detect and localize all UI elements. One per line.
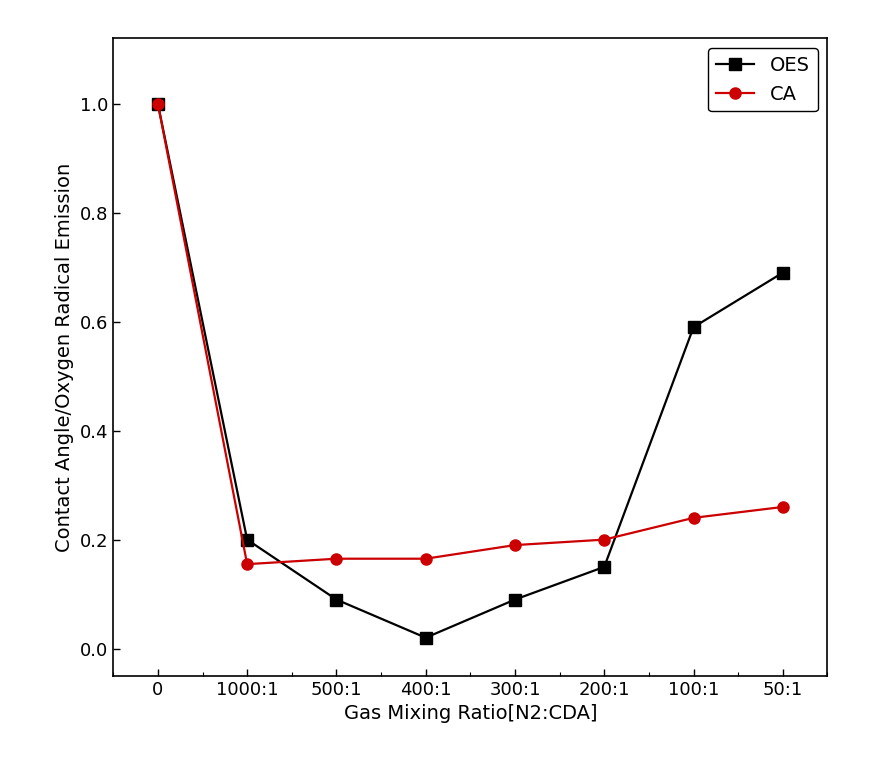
Line: CA: CA	[152, 98, 788, 570]
CA	[421, 554, 431, 563]
Y-axis label: Contact Angle/Oxygen Radical Emission: Contact Angle/Oxygen Radical Emission	[56, 163, 74, 551]
Line: OES: OES	[152, 98, 788, 644]
CA	[242, 560, 253, 569]
CA	[152, 99, 163, 108]
OES	[778, 268, 788, 277]
OES	[599, 562, 610, 571]
X-axis label: Gas Mixing Ratio[N2:CDA]: Gas Mixing Ratio[N2:CDA]	[343, 704, 598, 723]
OES	[331, 595, 341, 604]
OES	[510, 595, 520, 604]
CA	[510, 541, 520, 550]
CA	[599, 535, 610, 545]
CA	[688, 513, 699, 522]
OES	[152, 99, 163, 108]
CA	[331, 554, 341, 563]
OES	[688, 323, 699, 332]
Legend: OES, CA: OES, CA	[708, 48, 818, 111]
OES	[242, 535, 253, 545]
CA	[778, 502, 788, 511]
OES	[421, 633, 431, 642]
